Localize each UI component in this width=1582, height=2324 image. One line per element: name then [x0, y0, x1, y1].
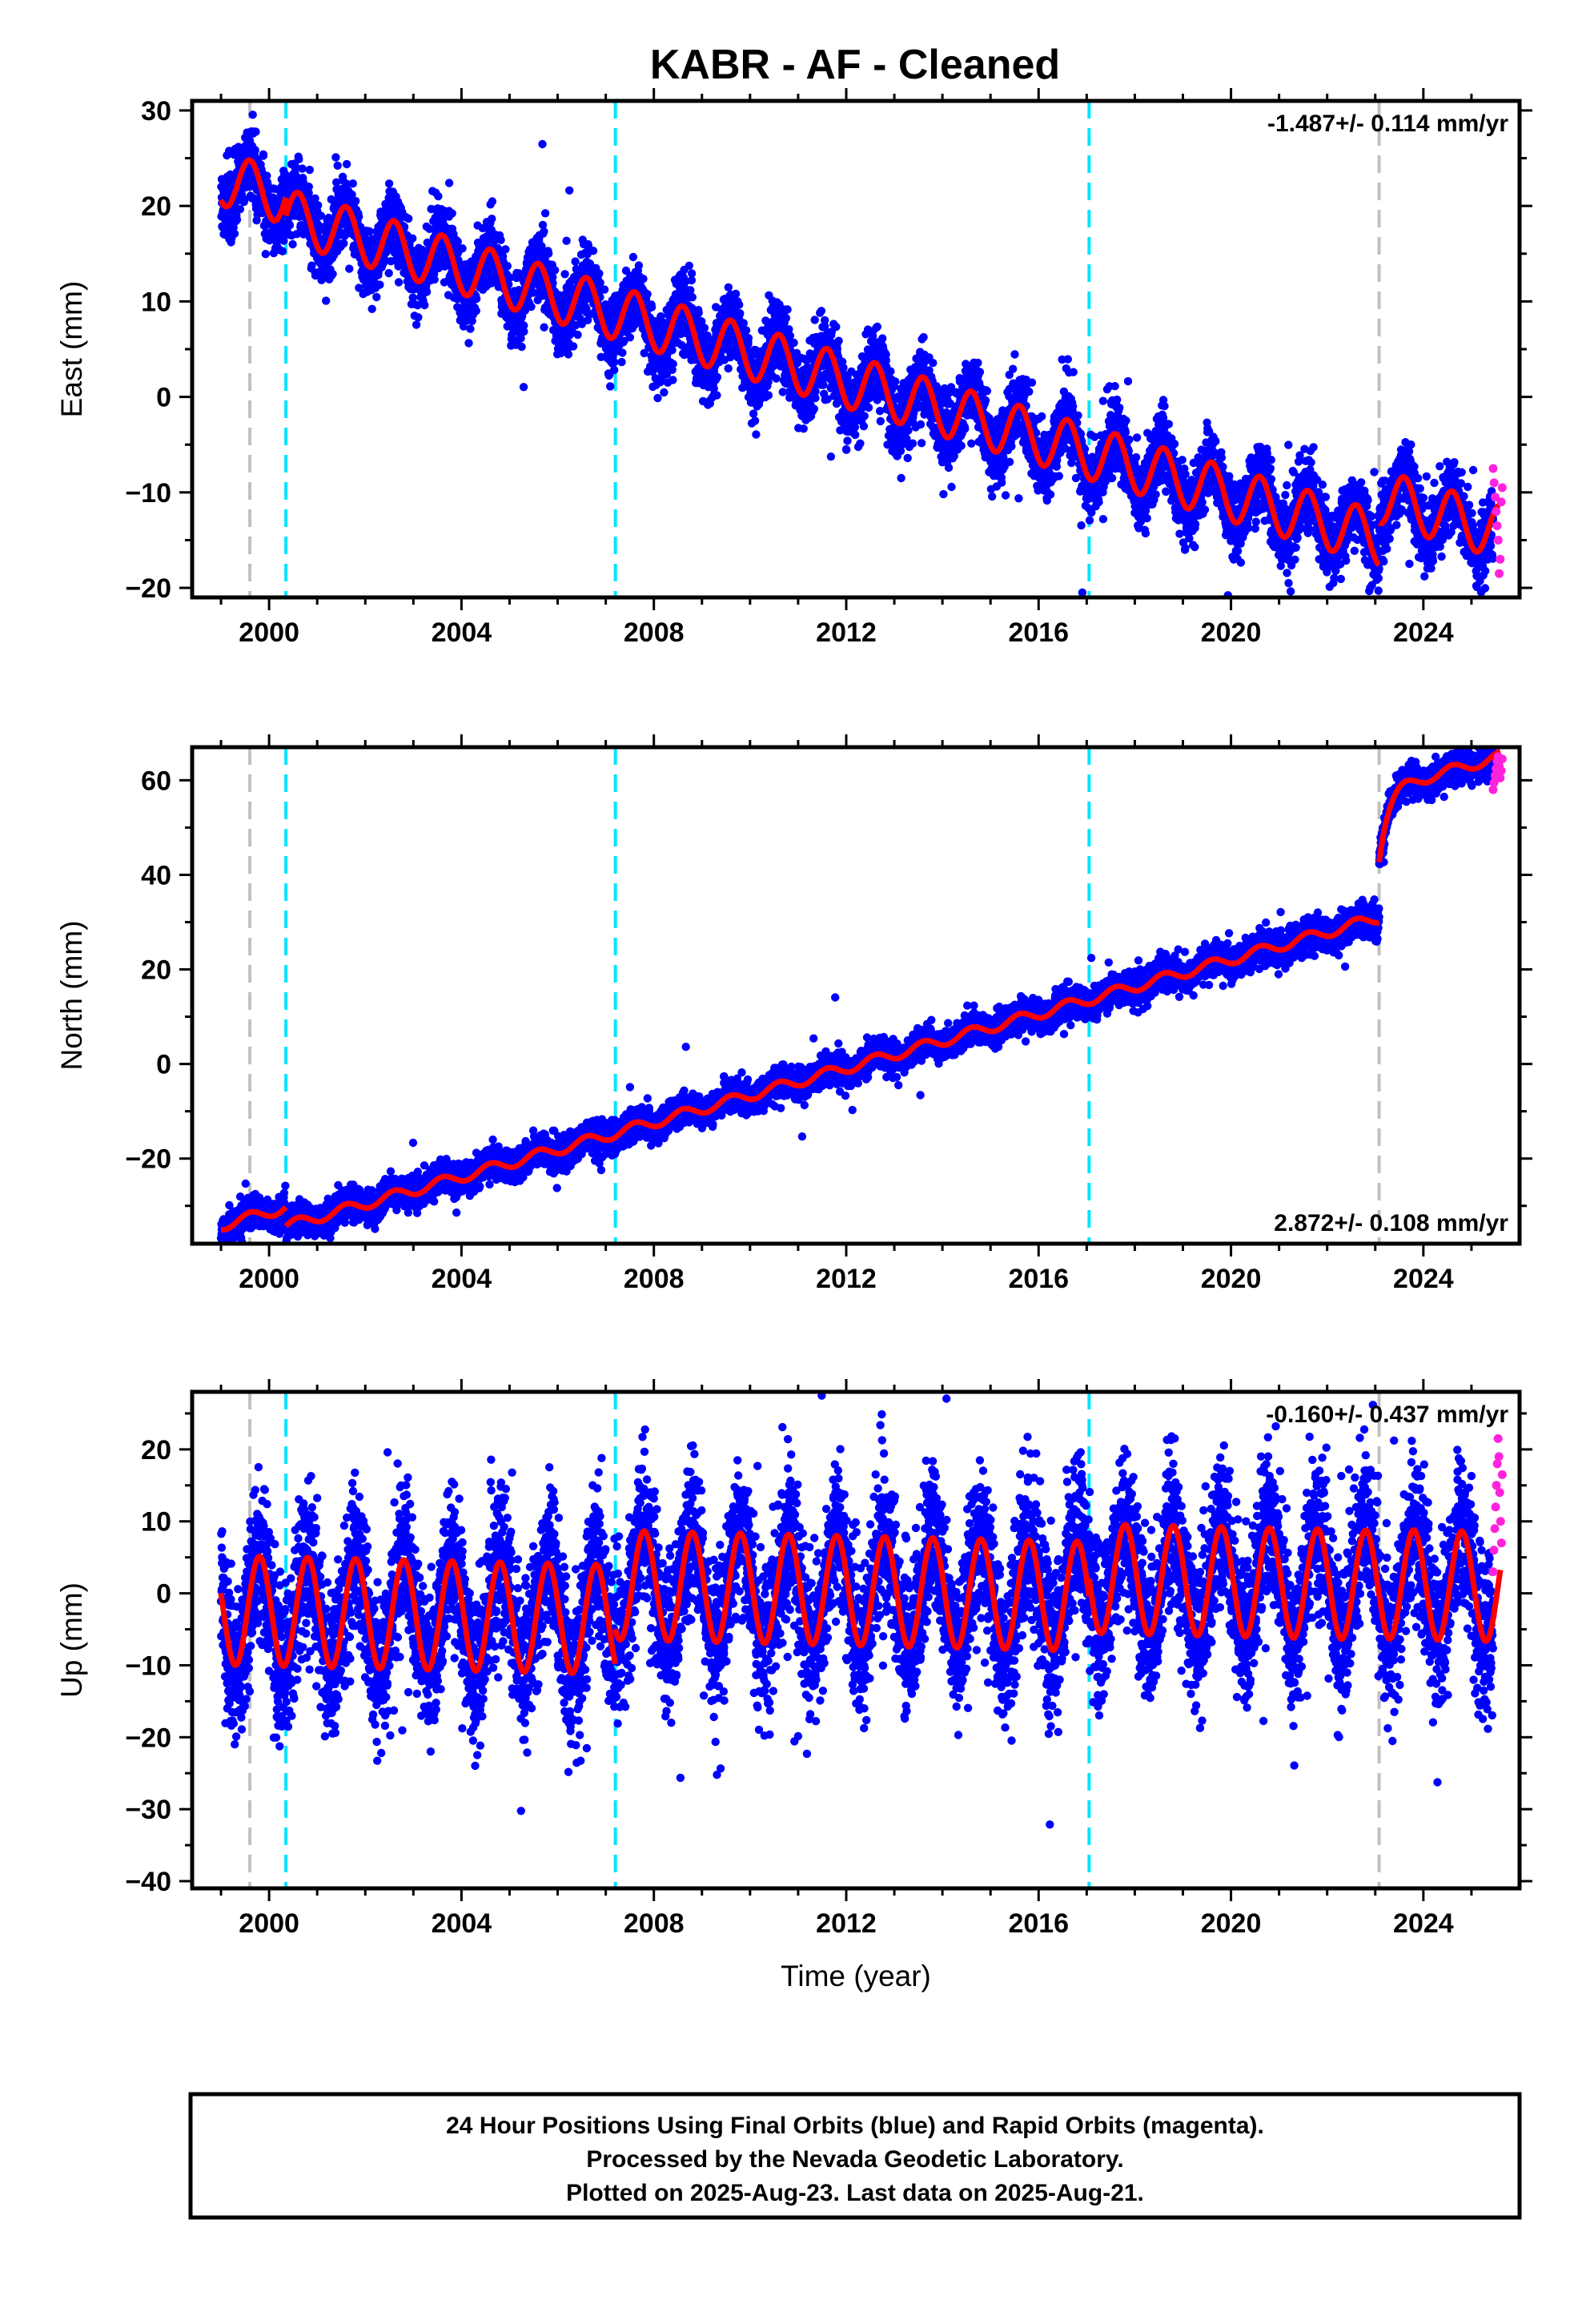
x-tick-label: 2016	[1008, 617, 1069, 648]
plot-area	[217, 739, 1507, 1256]
rapid-orbit-point	[1494, 536, 1503, 545]
rate-annotation: -1.487+/- 0.114 mm/yr	[1267, 111, 1508, 137]
y-tick-label: −20	[125, 1723, 171, 1753]
rapid-orbit-point	[1497, 497, 1506, 506]
x-tick-label: 2000	[239, 1264, 299, 1294]
y-tick-label: −20	[125, 1144, 171, 1175]
y-tick-label: 10	[141, 287, 171, 317]
y-tick-label: 0	[156, 1579, 171, 1610]
x-tick-label: 2012	[816, 1908, 877, 1939]
x-tick-label: 2004	[432, 617, 492, 648]
y-tick-label: 40	[141, 860, 171, 891]
y-tick-label: −20	[125, 573, 171, 604]
east-panel: 2000 2004 2008 2012 2016 2020 2024 −20 −10 0 10 20 3…	[55, 88, 1532, 648]
footer-box: 24 Hour Positions Using Final Orbits (bl…	[191, 2094, 1520, 2217]
y-axis-title: Up (mm)	[55, 1582, 88, 1698]
y-tick-label: −30	[125, 1795, 171, 1825]
rapid-orbit-point	[1488, 1567, 1497, 1576]
footer-line-1: 24 Hour Positions Using Final Orbits (bl…	[446, 2113, 1264, 2139]
y-tick-label: 0	[156, 1050, 171, 1080]
x-tick-label: 2012	[816, 1264, 877, 1294]
plot-area	[217, 101, 1507, 608]
rapid-orbit-point	[1494, 1434, 1503, 1443]
x-tick-label: 2008	[624, 617, 685, 648]
x-tick-label: 2000	[239, 1908, 299, 1939]
x-tick-label: 2000	[239, 617, 299, 648]
x-tick-label: 2008	[624, 1908, 685, 1939]
rapid-orbit-point	[1496, 1488, 1504, 1497]
rapid-orbit-point	[1492, 1502, 1500, 1511]
rapid-orbit-point	[1496, 555, 1504, 564]
final-orbit-points	[217, 111, 1497, 608]
rapid-orbit-point	[1495, 1452, 1504, 1461]
x-tick-label: 2008	[624, 1264, 685, 1294]
x-tick-label: 2004	[432, 1908, 492, 1939]
y-tick-label: 20	[141, 955, 171, 986]
rate-annotation: -0.160+/- 0.437 mm/yr	[1266, 1401, 1508, 1428]
y-tick-label: 30	[141, 96, 171, 127]
rapid-orbit-point	[1490, 478, 1499, 487]
rapid-orbit-point	[1497, 1538, 1506, 1547]
y-tick-label: 60	[141, 766, 171, 796]
y-tick-label: −10	[125, 1651, 171, 1681]
final-orbit-points	[217, 739, 1497, 1256]
x-axis-title: Time (year)	[781, 1960, 931, 1992]
rapid-orbit-point	[1488, 464, 1497, 473]
y-tick-label: −10	[125, 478, 171, 509]
rapid-orbit-point	[1496, 1517, 1505, 1526]
y-tick-label: 20	[141, 191, 171, 222]
x-tick-label: 2020	[1201, 1908, 1262, 1939]
x-tick-label: 2024	[1393, 1264, 1454, 1294]
rapid-orbit-point	[1498, 754, 1507, 763]
rapid-orbit-point	[1492, 507, 1500, 516]
x-tick-label: 2004	[432, 1264, 492, 1294]
up-panel: 2000 2004 2008 2012 2016 2020 2024 −40 −30 −20 −10…	[55, 1325, 1532, 1992]
y-tick-label: −40	[125, 1867, 171, 1897]
rapid-orbit-point	[1498, 1470, 1507, 1479]
footer-line-2: Processed by the Nevada Geodetic Laborat…	[586, 2146, 1123, 2173]
y-tick-label: 20	[141, 1435, 171, 1466]
x-tick-label: 2016	[1008, 1908, 1069, 1939]
chart-title: KABR - AF - Cleaned	[650, 42, 1060, 88]
x-tick-label: 2024	[1393, 617, 1454, 648]
x-tick-label: 2012	[816, 617, 877, 648]
rapid-orbit-point	[1493, 521, 1502, 530]
footer-line-3: Plotted on 2025-Aug-23. Last data on 202…	[566, 2180, 1144, 2206]
y-tick-label: 0	[156, 383, 171, 413]
x-tick-label: 2020	[1201, 1264, 1262, 1294]
rapid-orbit-point	[1497, 766, 1506, 775]
x-tick-label: 2024	[1393, 1908, 1454, 1939]
rapid-orbit-point	[1495, 569, 1504, 578]
rapid-orbit-point	[1498, 483, 1507, 492]
north-panel: 2000 2004 2008 2012 2016 2020 2024 −20 0 20 40 60 No…	[55, 734, 1532, 1294]
y-axis-title: North (mm)	[55, 920, 88, 1070]
x-tick-label: 2016	[1008, 1264, 1069, 1294]
y-axis-title: East (mm)	[55, 281, 88, 418]
rate-annotation: 2.872+/- 0.108 mm/yr	[1274, 1210, 1508, 1236]
x-tick-label: 2020	[1201, 617, 1262, 648]
model-curve	[221, 751, 1500, 1230]
y-tick-label: 10	[141, 1507, 171, 1538]
rapid-orbit-point	[1489, 1546, 1498, 1554]
rapid-orbit-point	[1491, 1524, 1500, 1533]
